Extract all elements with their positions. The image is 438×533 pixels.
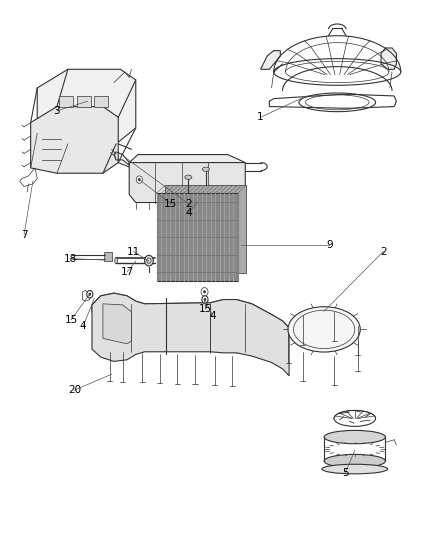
- Circle shape: [87, 290, 93, 298]
- Circle shape: [202, 296, 208, 303]
- Polygon shape: [94, 96, 108, 107]
- Circle shape: [88, 293, 91, 296]
- Circle shape: [198, 187, 205, 194]
- Polygon shape: [37, 69, 136, 144]
- Polygon shape: [261, 51, 280, 69]
- Bar: [104, 252, 112, 261]
- Text: 7: 7: [21, 230, 28, 239]
- Circle shape: [204, 298, 206, 301]
- Polygon shape: [92, 293, 289, 333]
- Polygon shape: [129, 155, 245, 171]
- Ellipse shape: [324, 454, 385, 468]
- Polygon shape: [77, 96, 91, 107]
- Text: 11: 11: [127, 247, 140, 256]
- Polygon shape: [103, 304, 131, 344]
- Text: 2: 2: [380, 247, 387, 256]
- Polygon shape: [381, 48, 396, 69]
- Circle shape: [136, 176, 142, 183]
- Text: 15: 15: [164, 199, 177, 208]
- Text: 18: 18: [64, 254, 77, 263]
- Text: 4: 4: [209, 311, 216, 320]
- Circle shape: [138, 178, 141, 181]
- Text: 4: 4: [185, 208, 192, 218]
- Ellipse shape: [324, 431, 385, 443]
- Polygon shape: [166, 185, 246, 273]
- Ellipse shape: [202, 167, 209, 171]
- Ellipse shape: [322, 464, 388, 474]
- Circle shape: [145, 255, 153, 266]
- Ellipse shape: [185, 175, 192, 179]
- Text: 3: 3: [53, 106, 60, 116]
- Text: 1: 1: [257, 112, 264, 122]
- Text: 15: 15: [199, 304, 212, 314]
- Circle shape: [203, 290, 206, 293]
- Text: 4: 4: [80, 321, 87, 331]
- Polygon shape: [92, 293, 289, 376]
- Text: 5: 5: [342, 469, 349, 478]
- Polygon shape: [59, 96, 73, 107]
- Text: 2: 2: [185, 199, 192, 208]
- Ellipse shape: [288, 307, 360, 352]
- Text: 15: 15: [64, 315, 78, 325]
- Circle shape: [201, 288, 208, 296]
- Ellipse shape: [115, 257, 117, 264]
- Text: 9: 9: [326, 240, 333, 250]
- Polygon shape: [129, 163, 245, 203]
- Polygon shape: [157, 193, 237, 281]
- Text: 17: 17: [120, 267, 134, 277]
- Text: 20: 20: [68, 385, 81, 395]
- Polygon shape: [31, 107, 118, 173]
- Circle shape: [200, 189, 203, 192]
